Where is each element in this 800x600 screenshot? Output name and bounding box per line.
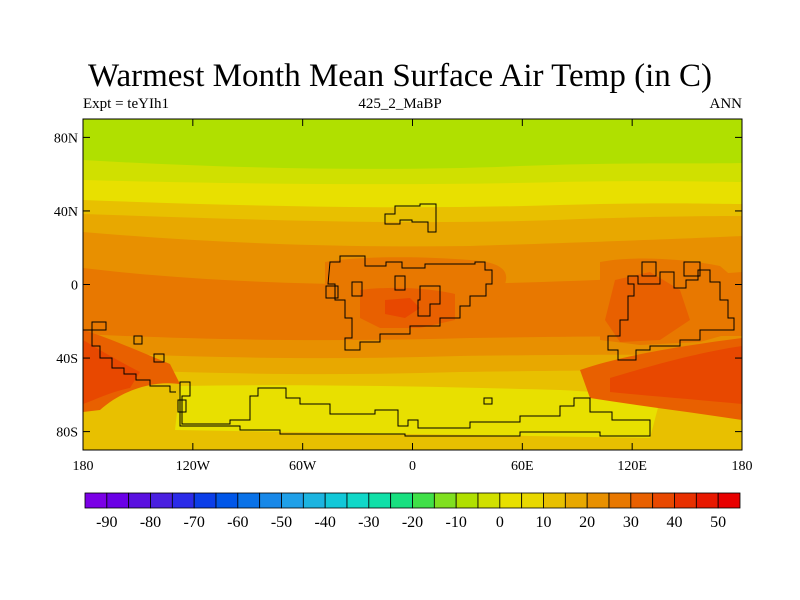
colorbar-swatch [608, 492, 632, 509]
colorbar-swatch [128, 492, 151, 509]
outline-southern-continent [179, 381, 651, 437]
colorbar: -90 -80 -70 -60 -50 -40 -30 -20 -10 0 10 20 30 40 50 [84, 492, 741, 531]
colorbar-swatch [674, 492, 697, 509]
colorbar-swatch [586, 492, 610, 509]
outline-south-small-1 [483, 397, 493, 405]
lon-label: 180 [73, 459, 94, 474]
colorbar-swatch [368, 492, 392, 509]
outline-north-landmass [384, 203, 437, 233]
colorbar-swatch [521, 492, 544, 509]
outline-west-bays [91, 321, 165, 363]
colorbar-label: -10 [446, 514, 467, 531]
outline-small-isle [325, 285, 339, 299]
colorbar-label: -60 [227, 514, 248, 531]
colorbar-swatch [499, 492, 523, 509]
colorbar-swatch [324, 492, 348, 509]
colorbar-label: -40 [315, 514, 336, 531]
outline-asia-island [641, 261, 701, 277]
land-asia-hot-core [605, 272, 690, 342]
outline-africa [327, 255, 493, 351]
lon-label: 180 [732, 459, 753, 474]
experiment-label: Expt = teYIh1 [83, 96, 169, 112]
lat-label: 80S [56, 426, 78, 441]
lat-label: 40N [54, 205, 78, 220]
colorbar-label: -90 [96, 514, 117, 531]
colorbar-swatch [695, 492, 719, 509]
colorbar-swatch [302, 492, 326, 509]
period-label: 425_2_MaBP [358, 96, 442, 112]
colorbar-label: 40 [667, 514, 683, 531]
lon-label: 120W [176, 459, 211, 474]
colorbar-swatch [543, 492, 566, 509]
colorbar-swatch [259, 492, 282, 509]
colorbar-label: 20 [579, 514, 595, 531]
colorbar-swatch [717, 492, 741, 509]
outline-asia [607, 269, 735, 361]
colorbar-swatch [433, 492, 457, 509]
continent-outlines [83, 203, 735, 437]
colorbar-label: 10 [536, 514, 552, 531]
outline-africa-inner [351, 275, 441, 317]
colorbar-swatch [84, 492, 108, 509]
colorbar-swatch [346, 492, 370, 509]
land-southeast-deep-hot [610, 346, 742, 404]
colorbar-swatch [652, 492, 675, 509]
colorbar-label: -20 [402, 514, 423, 531]
season-label: ANN [709, 96, 743, 112]
band-polar-north [83, 119, 742, 169]
colorbar-swatch [390, 492, 413, 509]
land-southwest-deep-hot [83, 340, 140, 404]
colorbar-label: -30 [358, 514, 379, 531]
lon-label: 120E [617, 459, 647, 474]
lat-label: 80N [54, 131, 78, 146]
colorbar-swatch [564, 492, 588, 509]
colorbar-swatch [215, 492, 239, 509]
colorbar-swatch [237, 492, 261, 509]
lon-label: 0 [409, 459, 416, 474]
colorbar-label: 30 [623, 514, 639, 531]
y-axis-labels: 80N 40N 0 40S 80S [54, 131, 742, 441]
x-axis-labels: 180 120W 60W 0 60E 120E 180 [73, 119, 753, 474]
colorbar-label: -80 [140, 514, 161, 531]
colorbar-label: 0 [496, 514, 504, 531]
colorbar-swatch [455, 492, 479, 509]
colorbar-swatch [150, 492, 173, 509]
colorbar-swatch [477, 492, 501, 509]
land-africa-hotspot [385, 298, 420, 318]
colorbar-swatch [281, 492, 304, 509]
lon-label: 60E [511, 459, 534, 474]
lat-label: 40S [56, 352, 78, 367]
colorbar-label: -70 [184, 514, 205, 531]
colorbar-label: -50 [271, 514, 292, 531]
colorbar-swatch [412, 492, 435, 509]
outline-south-small-2 [177, 399, 187, 413]
colorbar-swatch [193, 492, 217, 509]
lat-label: 0 [71, 279, 78, 294]
temperature-field [83, 119, 742, 450]
colorbar-label: 50 [710, 514, 726, 531]
lon-label: 60W [289, 459, 317, 474]
colorbar-swatch [106, 492, 130, 509]
outline-west-coast [83, 329, 176, 393]
map-title: Warmest Month Mean Surface Air Temp (in … [87, 58, 713, 94]
colorbar-swatch [630, 492, 654, 509]
colorbar-swatch [171, 492, 195, 509]
